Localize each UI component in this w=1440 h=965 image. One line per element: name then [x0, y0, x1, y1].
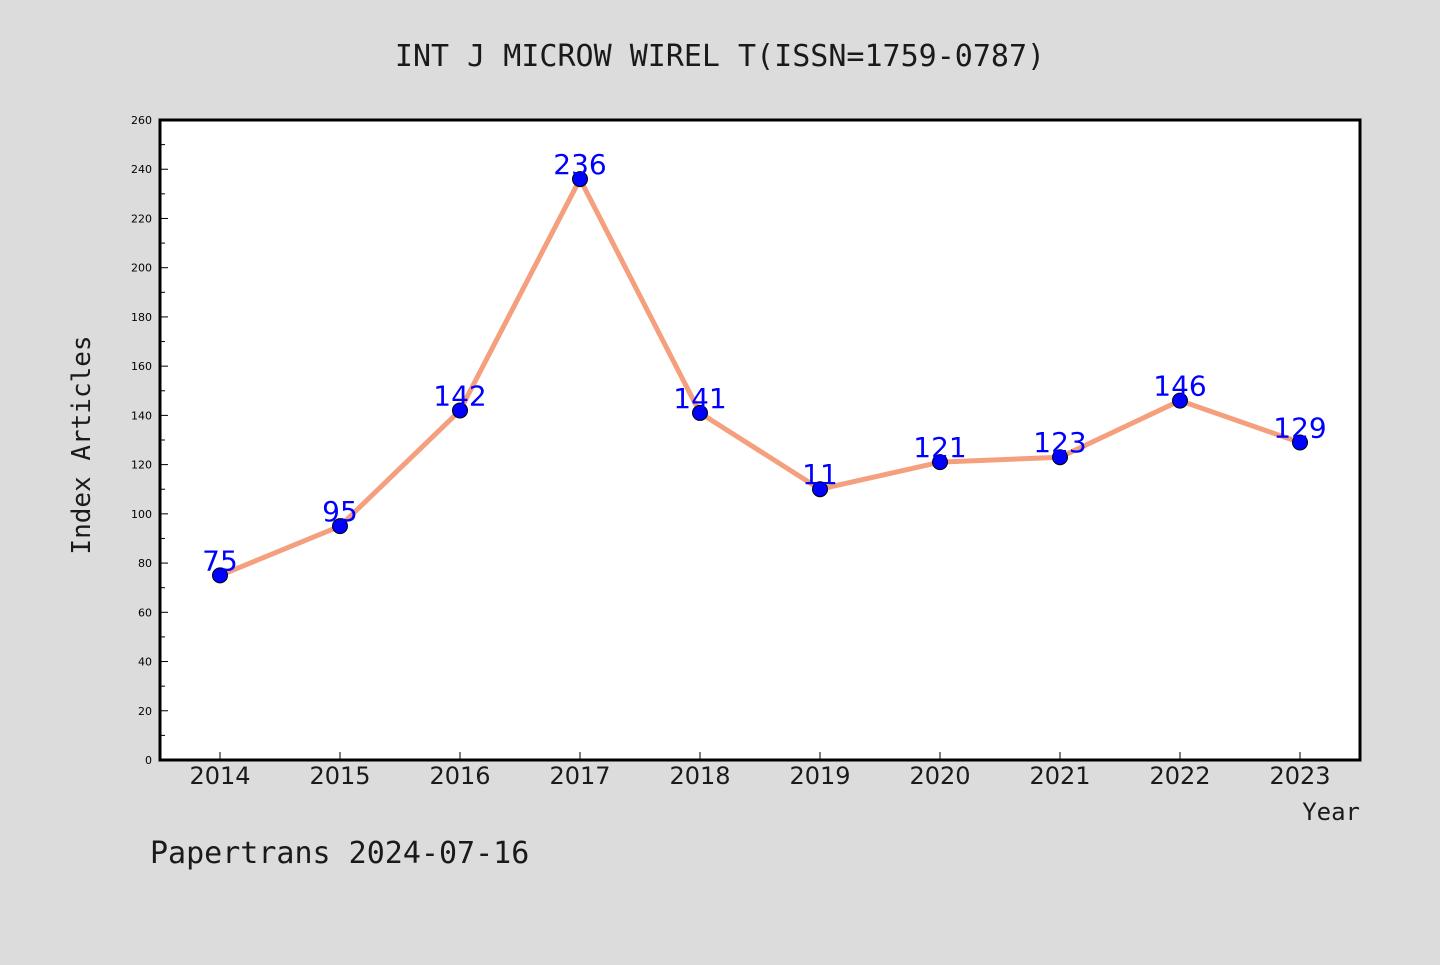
x-tick-label: 2018 [669, 762, 730, 790]
y-tick-label: 220 [131, 212, 152, 225]
y-tick-label: 260 [131, 114, 152, 127]
data-label: 141 [673, 382, 726, 415]
y-tick-label: 80 [138, 557, 152, 570]
x-tick-label: 2016 [429, 762, 490, 790]
data-point [212, 567, 228, 584]
data-label: 95 [322, 495, 358, 528]
x-tick-label: 2017 [549, 762, 610, 790]
y-tick-label: 120 [131, 459, 152, 472]
x-tick-label: 2021 [1029, 762, 1090, 790]
data-point [572, 171, 588, 188]
y-axis-label: Index Articles [67, 335, 97, 554]
data-point [932, 454, 948, 471]
y-tick-label: 160 [131, 360, 152, 373]
data-point [812, 481, 828, 498]
y-tick-label: 0 [145, 754, 152, 767]
x-tick-label: 2014 [189, 762, 250, 790]
x-tick-label: 2023 [1269, 762, 1330, 790]
plot-area [160, 120, 1360, 760]
series-line [217, 176, 1303, 578]
x-tick-label: 2020 [909, 762, 970, 790]
chart-title: INT J MICROW WIREL T(ISSN=1759-0787) [395, 39, 1045, 74]
y-tick-label: 200 [131, 262, 152, 275]
data-label: 11 [802, 458, 838, 491]
plot-frame [158, 118, 1362, 762]
data-label: 236 [553, 148, 606, 181]
y-tick-label: 140 [131, 409, 152, 422]
data-point [1292, 434, 1308, 451]
y-tick-label: 60 [138, 606, 152, 619]
y-tick-label: 40 [138, 656, 152, 669]
data-point [692, 404, 708, 421]
x-axis-label: Year [1302, 798, 1360, 826]
data-point [452, 402, 468, 419]
x-tick-label: 2015 [309, 762, 370, 790]
y-tick-label: 100 [131, 508, 152, 521]
data-point [1172, 392, 1188, 409]
data-label: 75 [202, 544, 238, 577]
data-label: 121 [913, 431, 966, 464]
data-point [332, 518, 348, 535]
x-tick-label: 2019 [789, 762, 850, 790]
data-label: 123 [1033, 426, 1086, 459]
y-tick-label: 20 [138, 705, 152, 718]
y-tick-label: 180 [131, 311, 152, 324]
data-label: 142 [433, 379, 486, 412]
y-tick-label: 240 [131, 163, 152, 176]
data-label: 146 [1153, 370, 1206, 403]
x-axis-ticks: 2014 2015 2016 2017 2018 2019 2020 2021 2022 2023 [189, 752, 1331, 790]
data-series: 75 95 142 236 141 11 121 123 146 129 [202, 148, 1327, 584]
data-label: 129 [1273, 411, 1326, 444]
y-axis-ticks: 0 20 40 60 80 100 120 140 160 180 200 220 240 260 [131, 114, 168, 767]
footer-text: Papertrans 2024-07-16 [150, 836, 529, 871]
x-tick-label: 2022 [1149, 762, 1210, 790]
data-point [1052, 449, 1068, 466]
